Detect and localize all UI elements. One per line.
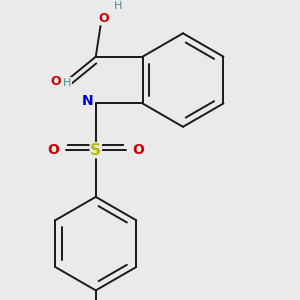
Text: S: S xyxy=(90,143,101,158)
Text: H: H xyxy=(63,77,71,88)
Text: O: O xyxy=(50,75,61,88)
Text: N: N xyxy=(82,94,93,108)
Text: O: O xyxy=(47,143,59,157)
Text: H: H xyxy=(114,1,122,10)
Text: O: O xyxy=(99,12,109,25)
Text: O: O xyxy=(132,143,144,157)
